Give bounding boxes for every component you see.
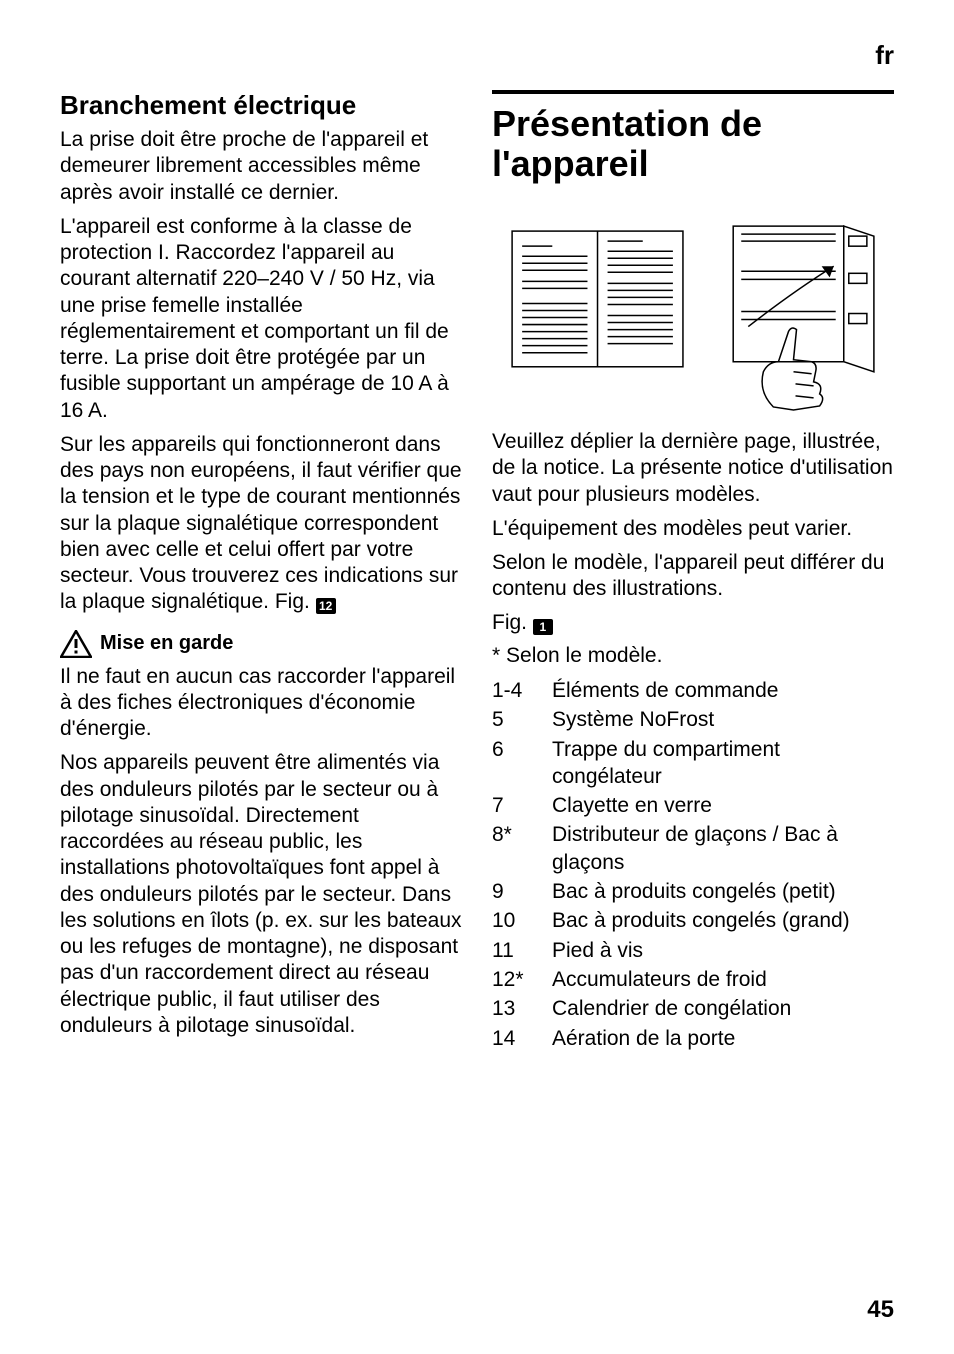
language-marker: fr (875, 40, 894, 71)
part-number: 10 (492, 907, 552, 936)
part-number: 8* (492, 821, 552, 878)
part-label: Distributeur de glaçons / Bac à glaçons (552, 821, 894, 878)
part-number: 13 (492, 995, 552, 1024)
presentation-heading: Présentation de l'appareil (492, 104, 894, 183)
part-number: 9 (492, 878, 552, 907)
parts-list-row: 10Bac à produits congelés (grand) (492, 907, 894, 936)
part-label: Bac à produits congelés (petit) (552, 878, 894, 907)
model-note: * Selon le modèle. (492, 643, 894, 669)
parts-list-row: 1-4Éléments de commande (492, 677, 894, 706)
section-rule (492, 90, 894, 94)
warning-row: Mise en garde (60, 630, 462, 658)
left-column: Branchement électrique La prise doit êtr… (60, 90, 462, 1054)
part-number: 12* (492, 966, 552, 995)
warning-label: Mise en garde (100, 632, 233, 655)
parts-list-row: 9Bac à produits congelés (petit) (492, 878, 894, 907)
para: Nos appareils peuvent être alimentés via… (60, 750, 462, 1039)
columns: Branchement électrique La prise doit êtr… (60, 90, 894, 1054)
para: La prise doit être proche de l'appareil … (60, 127, 462, 206)
branchement-heading: Branchement électrique (60, 90, 462, 121)
right-column: Présentation de l'appareil (492, 90, 894, 1054)
figure-row: Fig. 1 (492, 611, 894, 635)
part-label: Éléments de commande (552, 677, 894, 706)
parts-list-row: 8*Distributeur de glaçons / Bac à glaçon… (492, 821, 894, 878)
page-number: 45 (867, 1296, 894, 1324)
para-text: Sur les appareils qui fonctionneront dan… (60, 433, 462, 614)
para: L'équipement des modèles peut varier. (492, 516, 894, 542)
foldout-illustration (492, 211, 894, 412)
para: Il ne faut en aucun cas raccorder l'appa… (60, 664, 462, 743)
part-number: 1-4 (492, 677, 552, 706)
parts-list-row: 5Système NoFrost (492, 706, 894, 735)
part-number: 5 (492, 706, 552, 735)
warning-icon (60, 630, 92, 658)
part-label: Aération de la porte (552, 1025, 894, 1054)
part-label: Système NoFrost (552, 706, 894, 735)
part-label: Bac à produits congelés (grand) (552, 907, 894, 936)
part-label: Calendrier de congélation (552, 995, 894, 1024)
parts-list-row: 6Trappe du compartiment congélateur (492, 736, 894, 793)
parts-list-row: 13Calendrier de congélation (492, 995, 894, 1024)
parts-list-row: 14Aération de la porte (492, 1025, 894, 1054)
parts-list-row: 11Pied à vis (492, 937, 894, 966)
figure-label: Fig. (492, 611, 533, 634)
para: Sur les appareils qui fonctionneront dan… (60, 432, 462, 616)
para: Veuillez déplier la dernière page, illus… (492, 429, 894, 508)
part-label: Accumulateurs de froid (552, 966, 894, 995)
parts-list: 1-4Éléments de commande5Système NoFrost6… (492, 677, 894, 1054)
parts-list-row: 7Clayette en verre (492, 792, 894, 821)
part-number: 7 (492, 792, 552, 821)
parts-list-row: 12*Accumulateurs de froid (492, 966, 894, 995)
part-label: Pied à vis (552, 937, 894, 966)
figure-ref-icon: 12 (316, 598, 336, 614)
part-number: 6 (492, 736, 552, 793)
figure-ref-icon: 1 (533, 619, 553, 635)
part-label: Clayette en verre (552, 792, 894, 821)
part-number: 14 (492, 1025, 552, 1054)
page: fr Branchement électrique La prise doit … (0, 0, 954, 1354)
para: Selon le modèle, l'appareil peut différe… (492, 550, 894, 603)
para: L'appareil est conforme à la classe de p… (60, 214, 462, 424)
part-number: 11 (492, 937, 552, 966)
part-label: Trappe du compartiment congélateur (552, 736, 894, 793)
